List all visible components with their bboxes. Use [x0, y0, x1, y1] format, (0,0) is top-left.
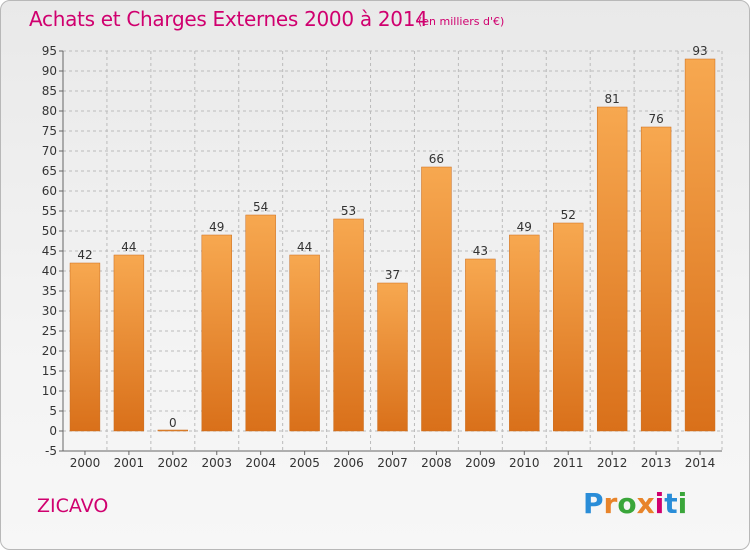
y-tick-label: 95 — [42, 44, 57, 58]
data-label: 0 — [169, 416, 177, 430]
bar — [465, 258, 496, 432]
brand-letter: t — [664, 487, 678, 520]
x-tick-label: 2004 — [245, 456, 276, 470]
x-tick-label: 2010 — [509, 456, 540, 470]
y-tick-label: 25 — [42, 324, 57, 338]
x-tick-label: 2006 — [333, 456, 364, 470]
brand-letter: i — [654, 487, 665, 520]
brand-letter: i — [677, 487, 688, 520]
bar — [509, 234, 540, 432]
data-label: 42 — [77, 248, 92, 262]
x-tick-label: 2009 — [465, 456, 496, 470]
bar — [553, 222, 584, 432]
grid-layer — [59, 50, 723, 452]
data-label: 81 — [605, 92, 620, 106]
y-tick-label: 80 — [42, 104, 57, 118]
data-label: 93 — [692, 44, 707, 58]
bar — [421, 166, 452, 432]
x-tick-label: 2000 — [70, 456, 101, 470]
label-layer: 42 44 0 49 54 44 53 37 66 43 49 52 81 76 93 — [77, 44, 707, 430]
brand-letter: o — [617, 487, 637, 520]
x-tick-label: 2008 — [421, 456, 452, 470]
y-tick-label: 0 — [49, 424, 57, 438]
place-name: ZICAVO — [37, 495, 109, 517]
y-tick-label: 20 — [42, 344, 57, 358]
y-tick-label: 10 — [42, 384, 57, 398]
brand-letter: P — [583, 487, 604, 520]
y-tick-label: 85 — [42, 84, 57, 98]
x-tick-label: 2012 — [597, 456, 628, 470]
y-tick-label: 55 — [42, 204, 57, 218]
bar-layer — [69, 58, 716, 432]
x-tick-label: 2003 — [201, 456, 232, 470]
data-label: 49 — [517, 220, 532, 234]
data-label: 54 — [253, 200, 268, 214]
y-tick-label: 40 — [42, 264, 57, 278]
bar — [157, 429, 189, 432]
y-tick-label: 90 — [42, 64, 57, 78]
data-label: 43 — [473, 244, 488, 258]
x-tick-label: 2014 — [685, 456, 716, 470]
x-tick-label: 2007 — [377, 456, 408, 470]
data-label: 37 — [385, 268, 400, 282]
y-tick-label: 60 — [42, 184, 57, 198]
bar — [289, 254, 320, 432]
y-tick-label: 65 — [42, 164, 57, 178]
data-label: 53 — [341, 204, 356, 218]
x-tick-label: 2001 — [114, 456, 145, 470]
axis-layer: -5 0 5 10 15 20 25 30 35 40 45 50 55 60 65 70 75 80 85 90 95… — [42, 44, 722, 470]
data-label: 44 — [121, 240, 136, 254]
bar — [684, 58, 716, 432]
data-label: 66 — [429, 152, 444, 166]
x-tick-label: 2005 — [289, 456, 320, 470]
x-tick-label: 2013 — [641, 456, 672, 470]
y-tick-label: 30 — [42, 304, 57, 318]
bar — [377, 282, 408, 432]
data-label: 49 — [209, 220, 224, 234]
data-label: 44 — [297, 240, 312, 254]
brand-letter: r — [603, 487, 618, 520]
data-label: 52 — [561, 208, 576, 222]
bar — [113, 254, 145, 432]
data-label: 76 — [648, 112, 663, 126]
chart-subtitle: (en milliers d'€) — [418, 15, 505, 28]
y-tick-label: 70 — [42, 144, 57, 158]
brand-logo: Proxiti — [583, 487, 687, 520]
y-tick-label: 75 — [42, 124, 57, 138]
bar — [201, 234, 232, 432]
y-tick-label: 50 — [42, 224, 57, 238]
bar — [596, 106, 628, 432]
x-tick-label: 2002 — [158, 456, 189, 470]
y-tick-label: 15 — [42, 364, 57, 378]
y-tick-label: 45 — [42, 244, 57, 258]
bar — [640, 126, 672, 432]
bar — [333, 218, 364, 432]
brand-letter: x — [636, 487, 655, 520]
y-tick-label: 35 — [42, 284, 57, 298]
bar — [69, 262, 101, 432]
chart-title: Achats et Charges Externes 2000 à 2014 — [29, 7, 428, 31]
x-tick-label: 2011 — [553, 456, 584, 470]
bar — [245, 214, 276, 432]
y-tick-label: -5 — [45, 444, 57, 458]
y-tick-label: 5 — [49, 404, 57, 418]
